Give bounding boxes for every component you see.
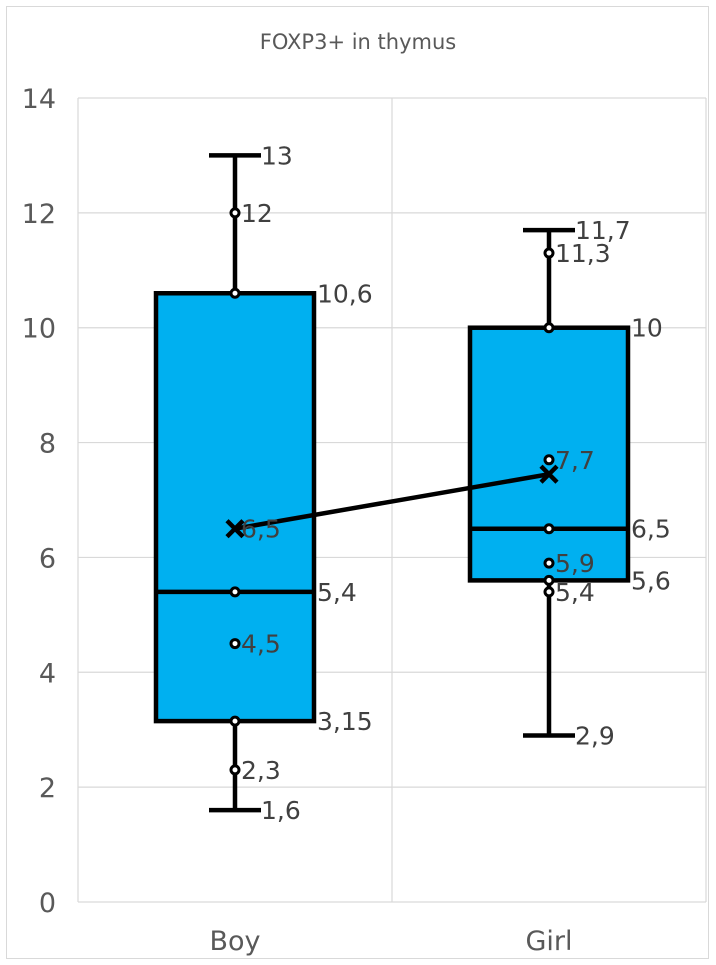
data-label: 2,9 <box>575 721 615 750</box>
mean-connector-line <box>234 471 550 531</box>
data-label: 6,5 <box>631 515 671 544</box>
chart-frame <box>6 6 709 959</box>
data-label: 1,6 <box>261 796 301 825</box>
mean-marker <box>539 464 559 484</box>
data-label: 12 <box>241 199 273 228</box>
data-label: 11,7 <box>575 216 631 245</box>
data-label: 10 <box>631 314 663 343</box>
y-tick-label: 2 <box>39 773 56 804</box>
data-point <box>543 322 555 334</box>
data-label: 5,6 <box>631 566 671 595</box>
label-layer: 13 12 10,6 6,5 5,4 4,5 3,15 2,3 1,6 11,711,3 10 7,7… <box>241 141 671 825</box>
data-point <box>543 247 555 259</box>
data-point <box>229 586 241 598</box>
y-tick-label: 4 <box>39 658 56 689</box>
y-tick-label: 12 <box>22 199 56 230</box>
y-tick-label: 10 <box>22 314 56 345</box>
data-label: 2,3 <box>241 756 281 785</box>
data-point <box>229 715 241 727</box>
mean-marker <box>225 519 245 539</box>
data-label: 13 <box>261 141 293 170</box>
data-label: 3,15 <box>317 707 373 736</box>
data-point <box>543 523 555 535</box>
iqr-box <box>153 291 317 724</box>
y-tick-label: 8 <box>39 429 56 460</box>
data-point <box>543 557 555 569</box>
data-label: 5,9 <box>555 549 595 578</box>
x-category-label: Boy <box>209 926 260 957</box>
axis-layer: 0 2 4 6 8 10 12 14 Boy Girl <box>22 84 573 957</box>
data-point <box>543 574 555 586</box>
data-point <box>229 207 241 219</box>
data-point <box>229 638 241 650</box>
data-label: 10,6 <box>317 279 373 308</box>
data-point <box>543 586 555 598</box>
y-tick-label: 6 <box>39 543 56 574</box>
data-point <box>543 454 555 466</box>
y-tick-label: 14 <box>22 84 56 115</box>
data-label: 11,3 <box>555 239 611 268</box>
y-tick-label: 0 <box>39 888 56 919</box>
data-point <box>229 287 241 299</box>
box-layer <box>153 153 631 813</box>
data-label: 5,4 <box>317 578 357 607</box>
x-category-label: Girl <box>525 926 572 957</box>
chart-title: FOXP3+ in thymus <box>259 30 457 54</box>
iqr-box <box>467 325 631 583</box>
data-label: 7,7 <box>555 446 595 475</box>
data-label: 6,5 <box>241 515 281 544</box>
mean-layer <box>225 464 559 539</box>
data-label: 4,5 <box>241 630 281 659</box>
data-label: 5,4 <box>555 578 595 607</box>
data-point <box>229 764 241 776</box>
